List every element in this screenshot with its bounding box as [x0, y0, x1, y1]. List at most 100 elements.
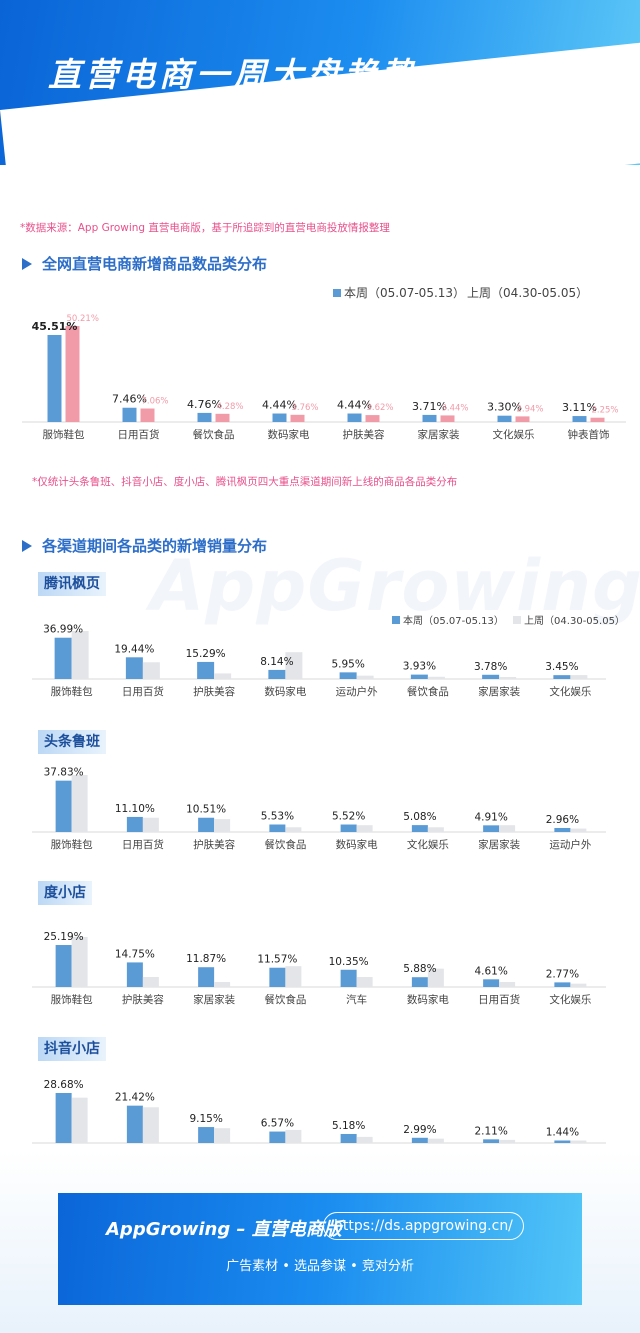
data-label-current: 4.44%: [262, 399, 297, 412]
legend-previous: 上周（04.30-05.05）: [467, 286, 589, 300]
data-label-current: 2.11%: [474, 1125, 507, 1137]
bar-current: [198, 1127, 215, 1143]
bar-current: [340, 1133, 357, 1143]
category-label: 家居家装: [193, 993, 235, 1006]
channel-tag-douyin: 抖音小店: [38, 1037, 106, 1061]
bar-previous: [356, 1136, 373, 1143]
bar-previous: [65, 326, 80, 422]
bar-previous: [142, 1107, 159, 1143]
section1-title-text: 全网直营电商新增商品数品类分布: [42, 255, 268, 273]
main-category-chart: 45.51%50.21% 服饰鞋包 7.46%7.06% 日用百货 4.76%4.28%…: [22, 314, 626, 441]
category-label: 数码家电: [407, 993, 449, 1006]
bar-current: [483, 1139, 500, 1143]
category-label: 服饰鞋包: [43, 428, 85, 441]
category-label: 日用百货: [122, 685, 164, 698]
data-label-current: 14.75%: [115, 948, 155, 960]
data-label-current: 37.83%: [44, 767, 84, 779]
bar-previous: [515, 416, 530, 422]
bar-previous: [499, 982, 516, 987]
bar-previous: [215, 413, 230, 422]
bar-previous: [590, 417, 605, 422]
category-label: 家居家装: [418, 428, 460, 441]
data-label-current: 2.77%: [546, 968, 579, 980]
data-label-current: 5.18%: [332, 1120, 365, 1132]
category-label: 文化娱乐: [407, 838, 449, 851]
source-note: *数据来源：App Growing 直营电商版，基于所追踪到的直营电商投放情报整…: [20, 222, 390, 234]
bar-previous: [142, 977, 159, 987]
triangle-icon: [22, 539, 32, 552]
watermark-logo: AppGrowing: [150, 545, 640, 627]
data-label-current: 8.14%: [260, 656, 293, 668]
channel-tag-tencent: 腾讯枫页: [38, 572, 106, 596]
data-label-current: 10.35%: [329, 956, 369, 968]
data-label-current: 15.29%: [186, 648, 226, 660]
legend-swatch-previous: [513, 616, 522, 624]
bar-previous: [290, 414, 305, 422]
main-legend: 本周（05.07-05.13） 上周（04.30-05.05）: [333, 284, 588, 301]
footer-url[interactable]: https://ds.appgrowing.cn/: [323, 1212, 524, 1240]
section2-title-text: 各渠道期间各品类的新增销量分布: [42, 537, 268, 555]
data-label-current: 5.52%: [332, 811, 365, 823]
bar-previous: [214, 982, 231, 987]
triangle-icon: [22, 257, 32, 270]
bar-previous: [356, 675, 374, 679]
section1-title: 全网直营电商新增商品数品类分布: [22, 253, 267, 274]
data-label-current: 7.46%: [112, 393, 147, 406]
bar-previous: [499, 677, 517, 679]
category-label: 护肤美容: [343, 428, 385, 441]
bar-current: [497, 415, 512, 422]
category-label: 餐饮食品: [193, 428, 235, 441]
footer-banner: AppGrowing – 直营电商版 https://ds.appgrowing…: [58, 1193, 582, 1305]
data-label-current: 2.99%: [403, 1124, 436, 1136]
bar-current: [411, 825, 428, 832]
bar-previous: [71, 775, 88, 832]
category-label: 服饰鞋包: [51, 685, 93, 698]
data-label-previous: 3.62%: [367, 403, 394, 413]
data-label-current: 2.96%: [546, 814, 579, 826]
data-label-current: 21.42%: [115, 1092, 155, 1104]
bar-previous: [142, 662, 160, 679]
category-label: 服饰鞋包: [51, 838, 93, 851]
bar-previous: [427, 968, 444, 987]
category-label: 餐饮食品: [407, 685, 449, 698]
data-label-previous: 7.06%: [142, 397, 169, 407]
category-label: 护肤美容: [122, 993, 164, 1006]
data-label-current: 19.44%: [114, 643, 154, 655]
bar-previous: [71, 1097, 88, 1143]
bar-previous: [427, 1138, 444, 1143]
category-label: 数码家电: [268, 428, 310, 441]
category-label: 运动户外: [549, 838, 591, 851]
bar-current: [197, 661, 215, 679]
bar-current: [268, 669, 286, 679]
bar-current: [482, 674, 500, 679]
bar-previous: [427, 827, 444, 832]
bar-previous: [71, 631, 89, 679]
category-label: 文化娱乐: [549, 685, 591, 698]
bar-current: [483, 825, 500, 832]
bar-current: [54, 637, 72, 679]
bar-previous: [570, 675, 588, 679]
bar-current: [47, 334, 62, 422]
data-label-current: 11.10%: [115, 803, 155, 815]
bar-current: [554, 1140, 571, 1143]
category-label: 钟表首饰: [568, 428, 610, 441]
bar-current: [554, 827, 571, 832]
bar-current: [410, 674, 428, 679]
bar-previous: [499, 825, 516, 832]
bar-current: [55, 945, 72, 987]
bar-previous: [427, 676, 445, 679]
page-title: 直营电商一周大盘趋势: [48, 55, 418, 94]
bar-previous: [214, 673, 232, 679]
data-label-current: 11.57%: [257, 954, 297, 966]
bar-previous: [214, 819, 231, 832]
data-label-current: 10.51%: [186, 804, 226, 816]
bar-current: [411, 1137, 428, 1143]
chart-duxiaodian: 25.19% 服饰鞋包 14.75% 护肤美容 11.87% 家居家装 11.57% 餐饮食品…: [32, 931, 606, 1006]
data-label-current: 5.88%: [403, 963, 436, 975]
channel-tag-duxiaodian: 度小店: [38, 881, 92, 905]
chart-toutiao: 37.83% 服饰鞋包 11.10% 日用百货 10.51% 护肤美容 5.53% 餐饮食品 5…: [32, 767, 606, 851]
category-label: 文化娱乐: [493, 428, 535, 441]
data-label-current: 36.99%: [43, 624, 83, 636]
data-label-current: 5.95%: [331, 658, 364, 670]
header-banner: 直营电商一周大盘趋势 时间：2020.5.07-5.13: [0, 0, 640, 165]
